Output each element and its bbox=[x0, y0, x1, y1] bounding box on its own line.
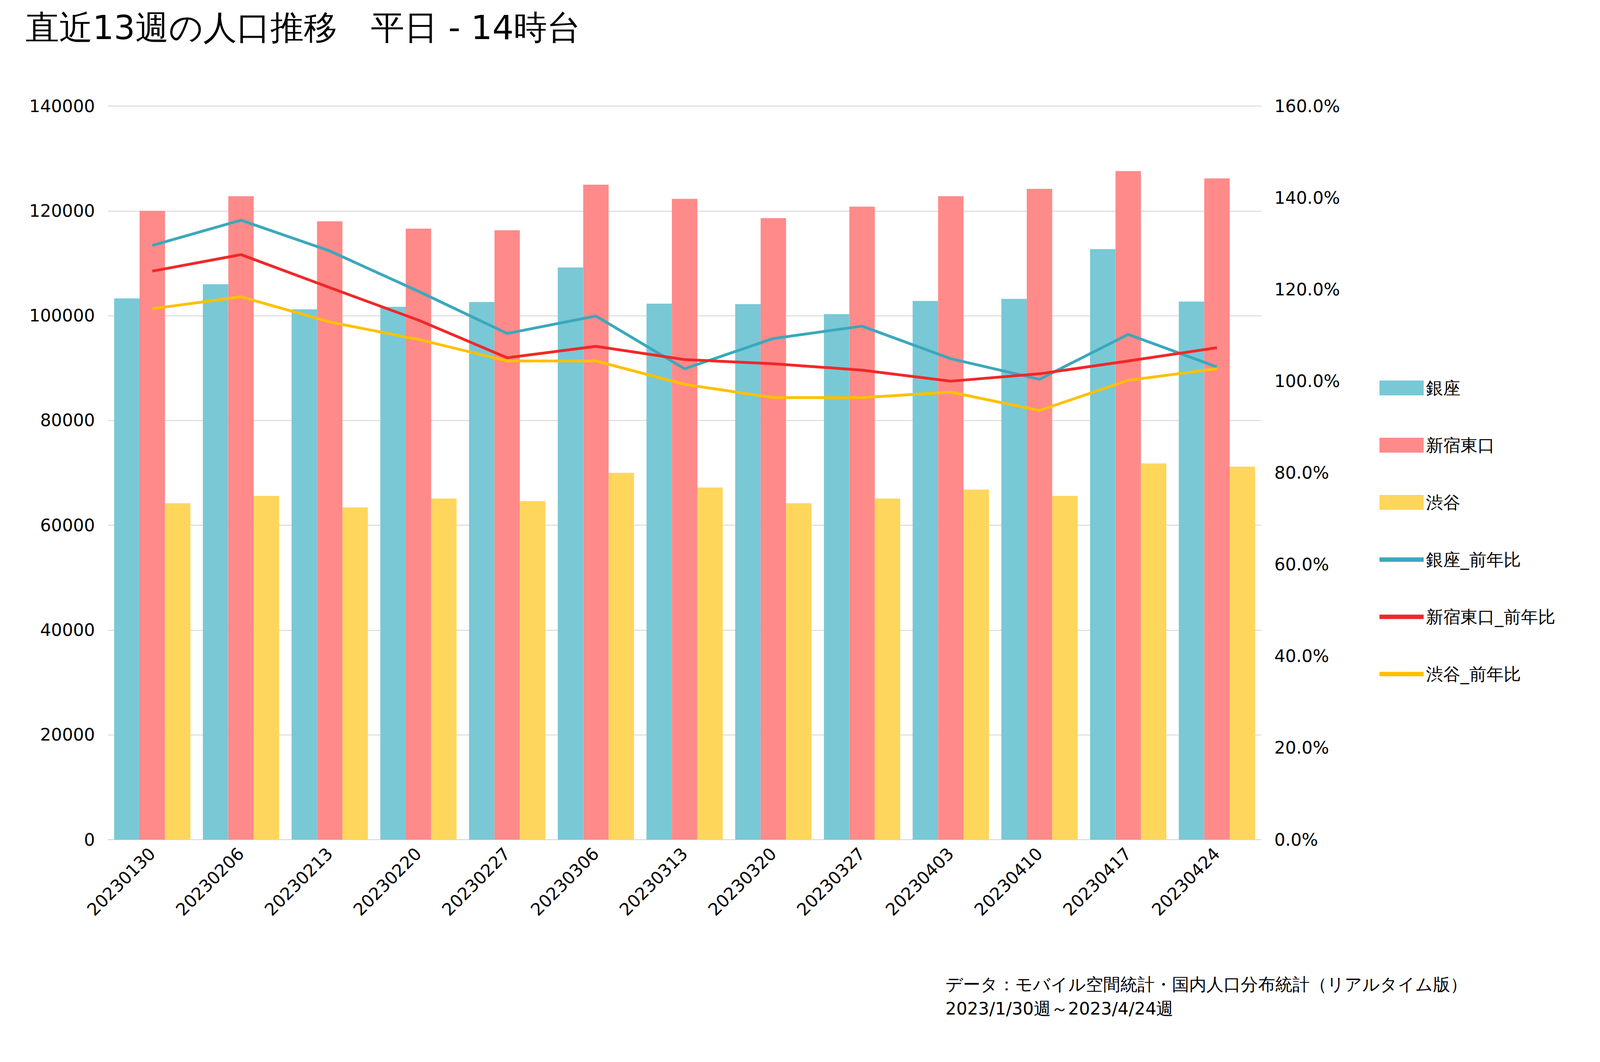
svg-text:20230410: 20230410 bbox=[970, 843, 1047, 921]
svg-text:銀座_前年比: 銀座_前年比 bbox=[1425, 549, 1521, 570]
svg-text:20230227: 20230227 bbox=[438, 843, 515, 921]
svg-text:20230130: 20230130 bbox=[83, 843, 160, 921]
svg-text:80.0%: 80.0% bbox=[1274, 462, 1330, 483]
svg-text:2023/1/30週～2023/4/24週: 2023/1/30週～2023/4/24週 bbox=[945, 998, 1174, 1019]
svg-text:20230403: 20230403 bbox=[881, 843, 958, 921]
svg-text:20230424: 20230424 bbox=[1147, 843, 1225, 921]
svg-text:20230206: 20230206 bbox=[172, 843, 249, 921]
svg-text:20230220: 20230220 bbox=[349, 843, 426, 921]
svg-text:140000: 140000 bbox=[29, 96, 95, 117]
svg-text:100.0%: 100.0% bbox=[1274, 371, 1340, 392]
svg-text:40.0%: 40.0% bbox=[1274, 646, 1330, 667]
svg-text:60000: 60000 bbox=[40, 515, 95, 536]
svg-text:0.0%: 0.0% bbox=[1274, 830, 1319, 851]
svg-text:0: 0 bbox=[83, 830, 95, 851]
svg-text:データ：モバイル空間統計・国内人口分布統計（リアルタイム版）: データ：モバイル空間統計・国内人口分布統計（リアルタイム版） bbox=[945, 974, 1468, 995]
svg-text:直近13週の人口推移 平日 - 14時台: 直近13週の人口推移 平日 - 14時台 bbox=[25, 7, 581, 47]
svg-text:20000: 20000 bbox=[40, 724, 95, 745]
svg-text:新宿東口: 新宿東口 bbox=[1425, 435, 1495, 456]
svg-text:40000: 40000 bbox=[40, 620, 95, 641]
svg-text:20230417: 20230417 bbox=[1059, 843, 1136, 921]
svg-text:120.0%: 120.0% bbox=[1274, 279, 1340, 300]
svg-text:120000: 120000 bbox=[29, 200, 95, 221]
svg-text:80000: 80000 bbox=[40, 410, 95, 431]
svg-text:140.0%: 140.0% bbox=[1274, 187, 1340, 208]
svg-text:渋谷_前年比: 渋谷_前年比 bbox=[1425, 664, 1521, 685]
svg-text:渋谷: 渋谷 bbox=[1425, 492, 1461, 513]
svg-text:銀座: 銀座 bbox=[1425, 378, 1461, 399]
svg-text:20.0%: 20.0% bbox=[1274, 737, 1330, 758]
svg-text:60.0%: 60.0% bbox=[1274, 554, 1330, 575]
svg-text:160.0%: 160.0% bbox=[1274, 96, 1340, 117]
svg-text:20230306: 20230306 bbox=[526, 843, 603, 921]
svg-text:20230327: 20230327 bbox=[793, 843, 870, 921]
svg-text:100000: 100000 bbox=[29, 305, 95, 326]
svg-text:20230213: 20230213 bbox=[260, 843, 337, 921]
svg-text:20230320: 20230320 bbox=[704, 843, 781, 921]
svg-text:新宿東口_前年比: 新宿東口_前年比 bbox=[1425, 607, 1556, 628]
svg-text:20230313: 20230313 bbox=[615, 843, 692, 921]
